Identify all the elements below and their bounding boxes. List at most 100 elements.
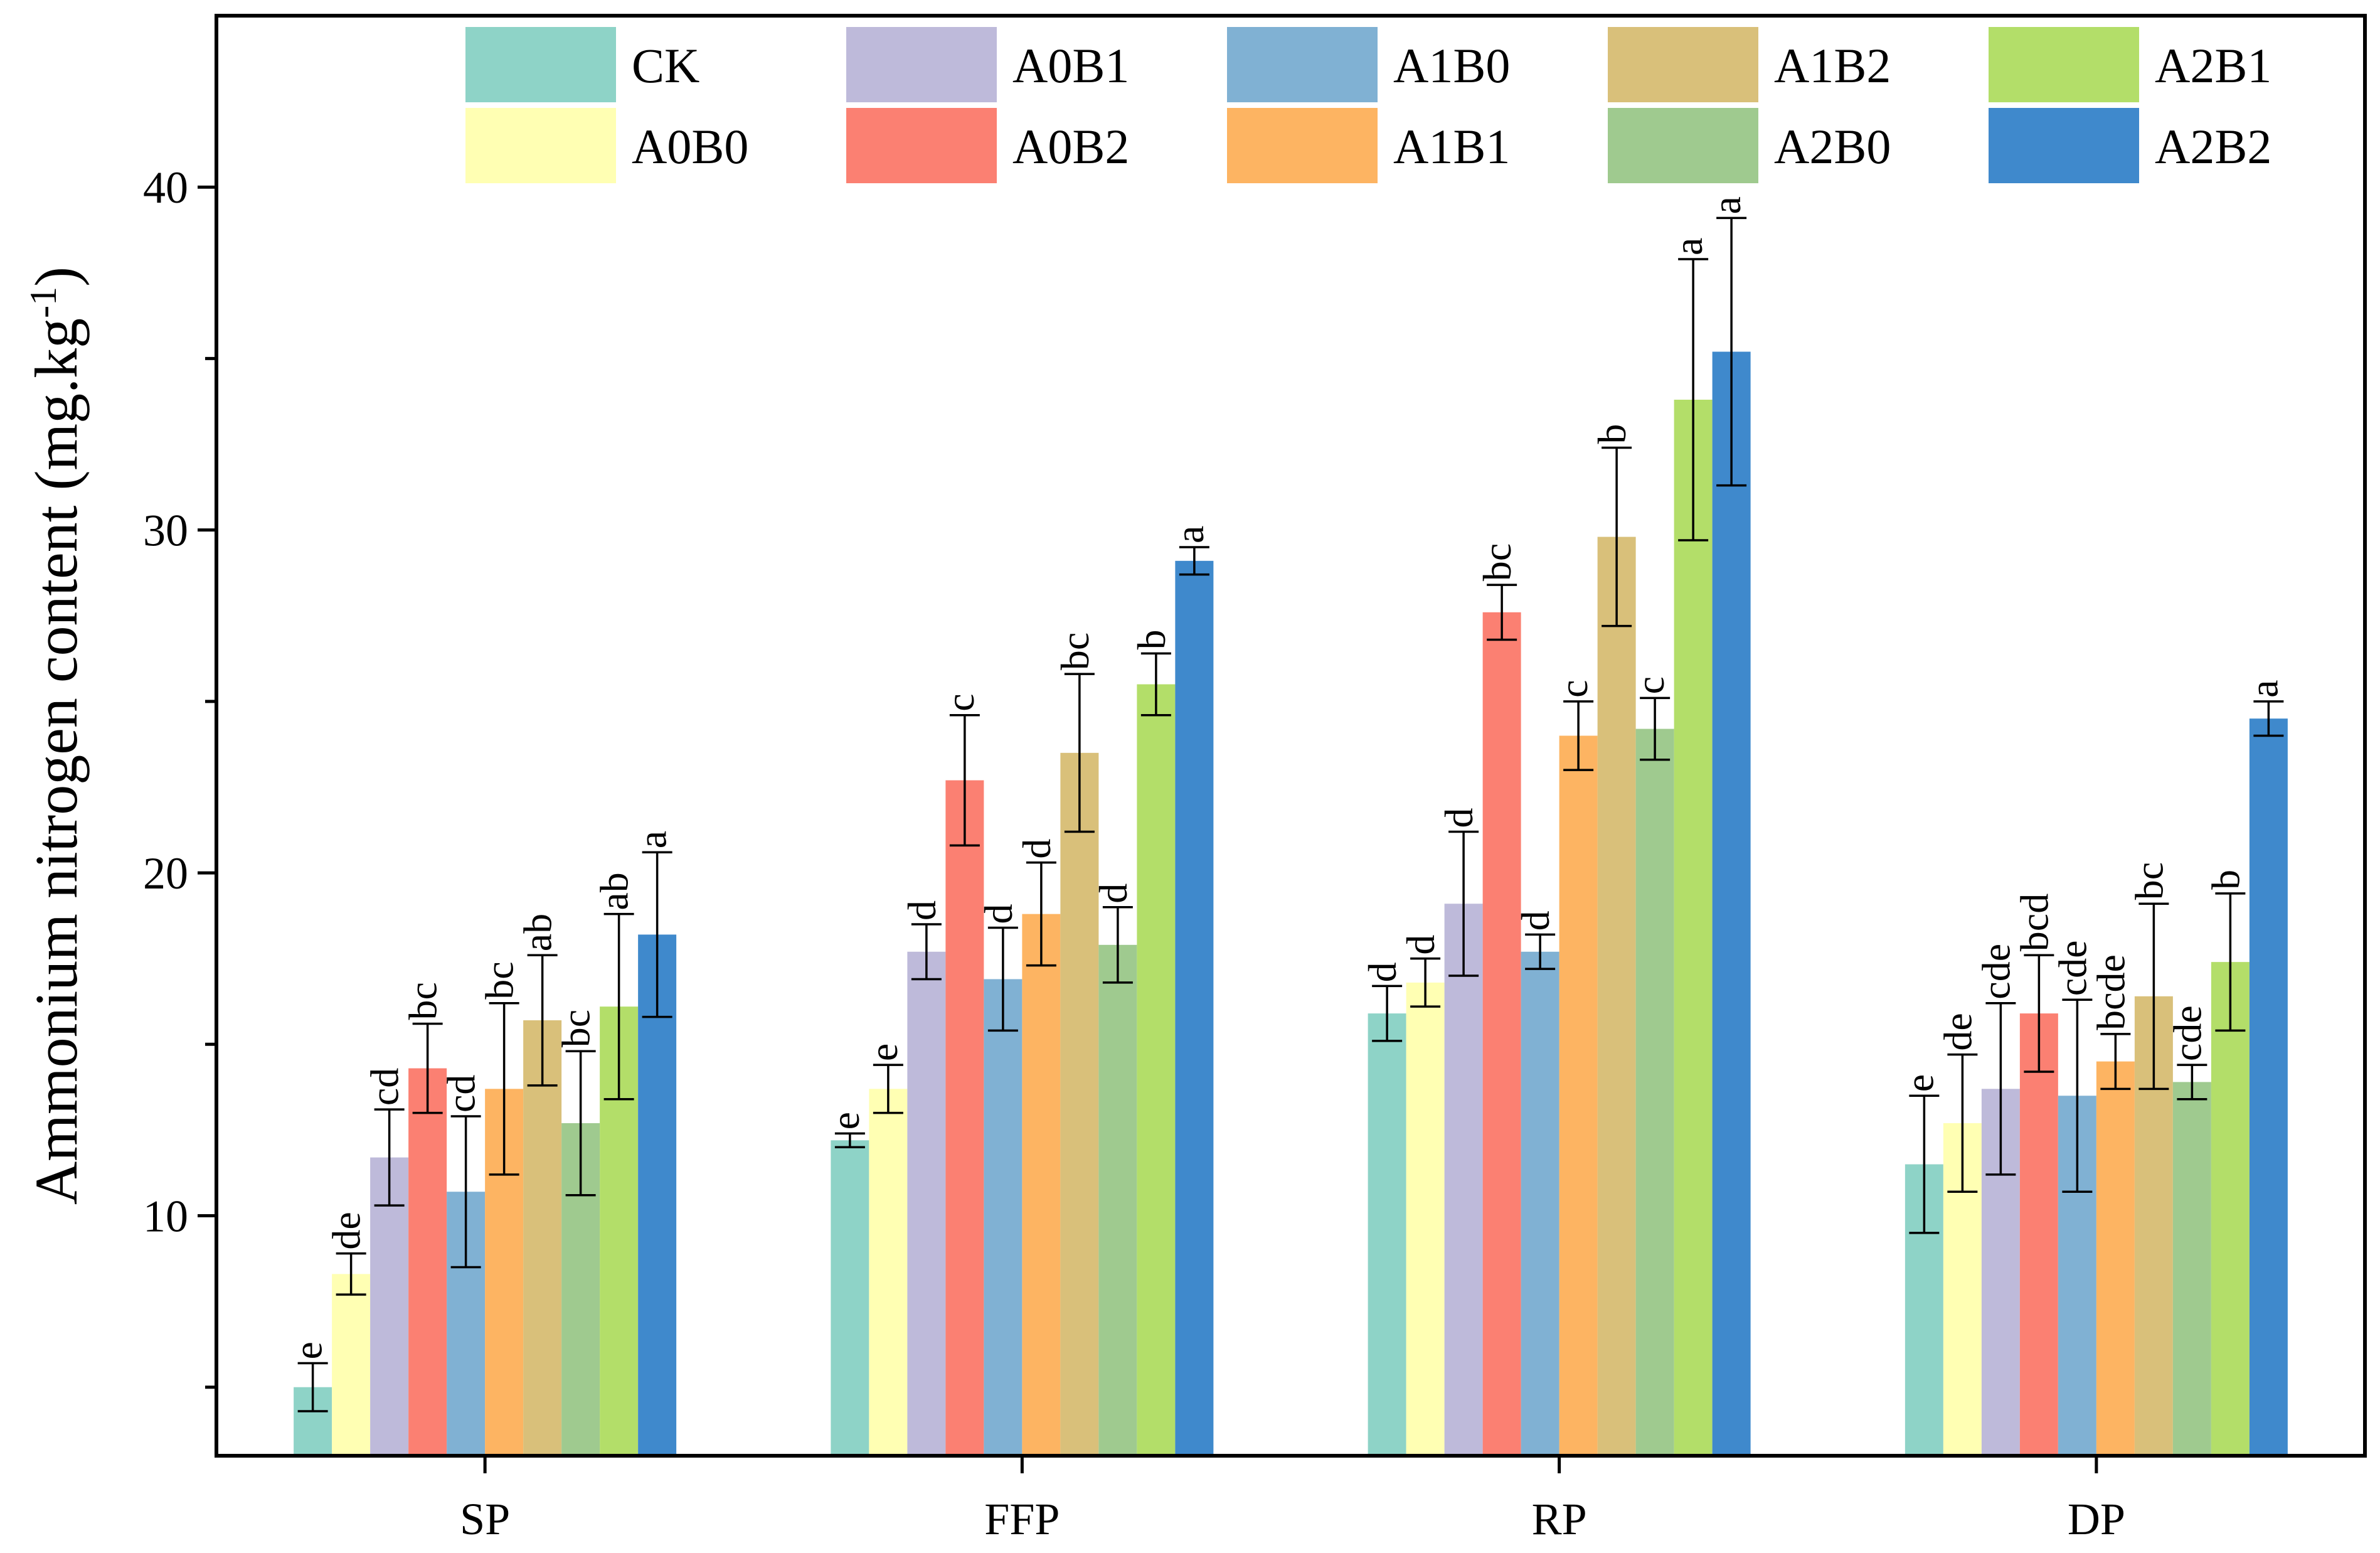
bar	[2172, 1082, 2211, 1456]
bar	[1406, 982, 1445, 1456]
significance-letter: bc	[477, 961, 522, 999]
bar	[1060, 752, 1099, 1456]
y-tick-label: 30	[143, 506, 188, 556]
legend-item: A0B2	[846, 108, 1129, 183]
legend-label: A2B0	[1774, 119, 1891, 174]
plot-frame	[215, 14, 2367, 1458]
legend-label: CK	[632, 38, 699, 93]
significance-letter: bc	[1475, 543, 1519, 581]
significance-letter: ab	[516, 914, 560, 951]
bar	[1521, 951, 1559, 1456]
y-axis-label-suffix: )	[23, 267, 90, 287]
significance-letter: e	[861, 1043, 906, 1061]
legend-swatch	[465, 108, 616, 183]
legend-label: A0B2	[1012, 119, 1129, 174]
legend-swatch	[1989, 27, 2139, 102]
bar	[1712, 351, 1751, 1456]
significance-letter: d	[1360, 962, 1405, 982]
bar	[1674, 400, 1713, 1456]
bar	[370, 1157, 409, 1456]
significance-letter: d	[976, 904, 1021, 924]
y-tick-label: 10	[143, 1192, 188, 1242]
significance-letter: d	[1513, 910, 1558, 931]
y-axis-label: Ammonium nitrogen content (mg.kg-1)	[23, 267, 90, 1205]
legend-item: A2B1	[1989, 27, 2271, 102]
y-tick-label: 40	[143, 163, 188, 213]
bar	[2211, 962, 2250, 1456]
significance-letter: d	[1398, 935, 1443, 955]
bar	[2096, 1061, 2135, 1456]
bar	[638, 934, 677, 1456]
legend-label: A1B0	[1393, 38, 1510, 93]
significance-letter: bc	[2127, 862, 2171, 900]
legend-label: A0B0	[632, 119, 748, 174]
significance-letter: d	[900, 900, 944, 921]
x-tick-label: FFP	[984, 1494, 1060, 1544]
legend-label: A1B1	[1393, 119, 1510, 174]
significance-letter: b	[2203, 870, 2248, 890]
legend-item: A1B0	[1227, 27, 1510, 102]
chart-marks: edecdbccdbcabbcabaeedcddbcdbadddbcdcbcaa…	[286, 196, 2288, 1456]
legend-item: A1B2	[1608, 27, 1891, 102]
legend-swatch	[846, 27, 997, 102]
significance-letter: cde	[2050, 940, 2095, 996]
bar	[1635, 728, 1674, 1456]
bar	[907, 951, 946, 1456]
legend-label: A1B2	[1774, 38, 1891, 93]
bar	[1175, 560, 1214, 1456]
bar	[1098, 944, 1137, 1456]
significance-letter: e	[1897, 1074, 1942, 1092]
significance-letter: cd	[363, 1068, 407, 1106]
bar	[332, 1274, 371, 1456]
legend-swatch	[1227, 108, 1378, 183]
legend-label: A2B1	[2155, 38, 2271, 93]
legend-item: A0B1	[846, 27, 1129, 102]
significance-letter: b	[1129, 629, 1174, 649]
x-tick-label: SP	[460, 1494, 510, 1544]
significance-letter: bc	[1053, 632, 1097, 670]
legend-item: A2B2	[1989, 108, 2271, 183]
significance-letter: cd	[439, 1075, 484, 1113]
significance-letter: ab	[592, 872, 637, 910]
significance-letter: cde	[2165, 1005, 2209, 1061]
significance-letter: bcde	[2088, 954, 2133, 1030]
x-tick-label: RP	[1532, 1494, 1587, 1544]
significance-letter: bcd	[2012, 894, 2056, 951]
significance-letter: bc	[554, 1010, 598, 1047]
significance-letter: e	[286, 1342, 331, 1359]
y-tick-label: 20	[143, 848, 188, 899]
legend-swatch	[1989, 108, 2139, 183]
y-axis-label-superscript: -1	[23, 287, 64, 318]
significance-letter: b	[1590, 424, 1634, 444]
bar	[869, 1089, 908, 1456]
significance-letter: a	[1167, 526, 1212, 543]
significance-letter: a	[2241, 680, 2286, 697]
significance-letter: de	[1935, 1013, 1980, 1050]
legend-item: A2B0	[1608, 108, 1891, 183]
legend-swatch	[465, 27, 616, 102]
legend-swatch	[1227, 27, 1378, 102]
bar	[408, 1068, 447, 1456]
bar	[945, 780, 984, 1456]
legend-item: A0B0	[465, 108, 748, 183]
bar	[831, 1140, 869, 1456]
significance-letter: d	[1091, 883, 1135, 904]
axes: 10 20 30 40 SP FFP RP DP	[143, 163, 2125, 1544]
x-tick-label: DP	[2068, 1494, 2125, 1544]
significance-letter: d	[1437, 808, 1481, 828]
legend-swatch	[1608, 27, 1758, 102]
significance-letter: de	[324, 1212, 369, 1249]
legend-label: A0B1	[1012, 38, 1129, 93]
legend-item: A1B1	[1227, 108, 1510, 183]
bar	[523, 1020, 562, 1456]
bar	[1444, 904, 1483, 1456]
bar	[1137, 684, 1176, 1456]
significance-letter: e	[823, 1112, 868, 1129]
bar	[1022, 914, 1061, 1456]
legend: CK A0B0 A0B1 A0B2 A1B0 A1B1 A1B2 A2B0 A2B1 A2B2	[465, 27, 2271, 183]
legend-swatch	[1608, 108, 1758, 183]
bar	[1368, 1013, 1406, 1456]
bar	[2249, 718, 2288, 1456]
bar	[984, 979, 1023, 1456]
